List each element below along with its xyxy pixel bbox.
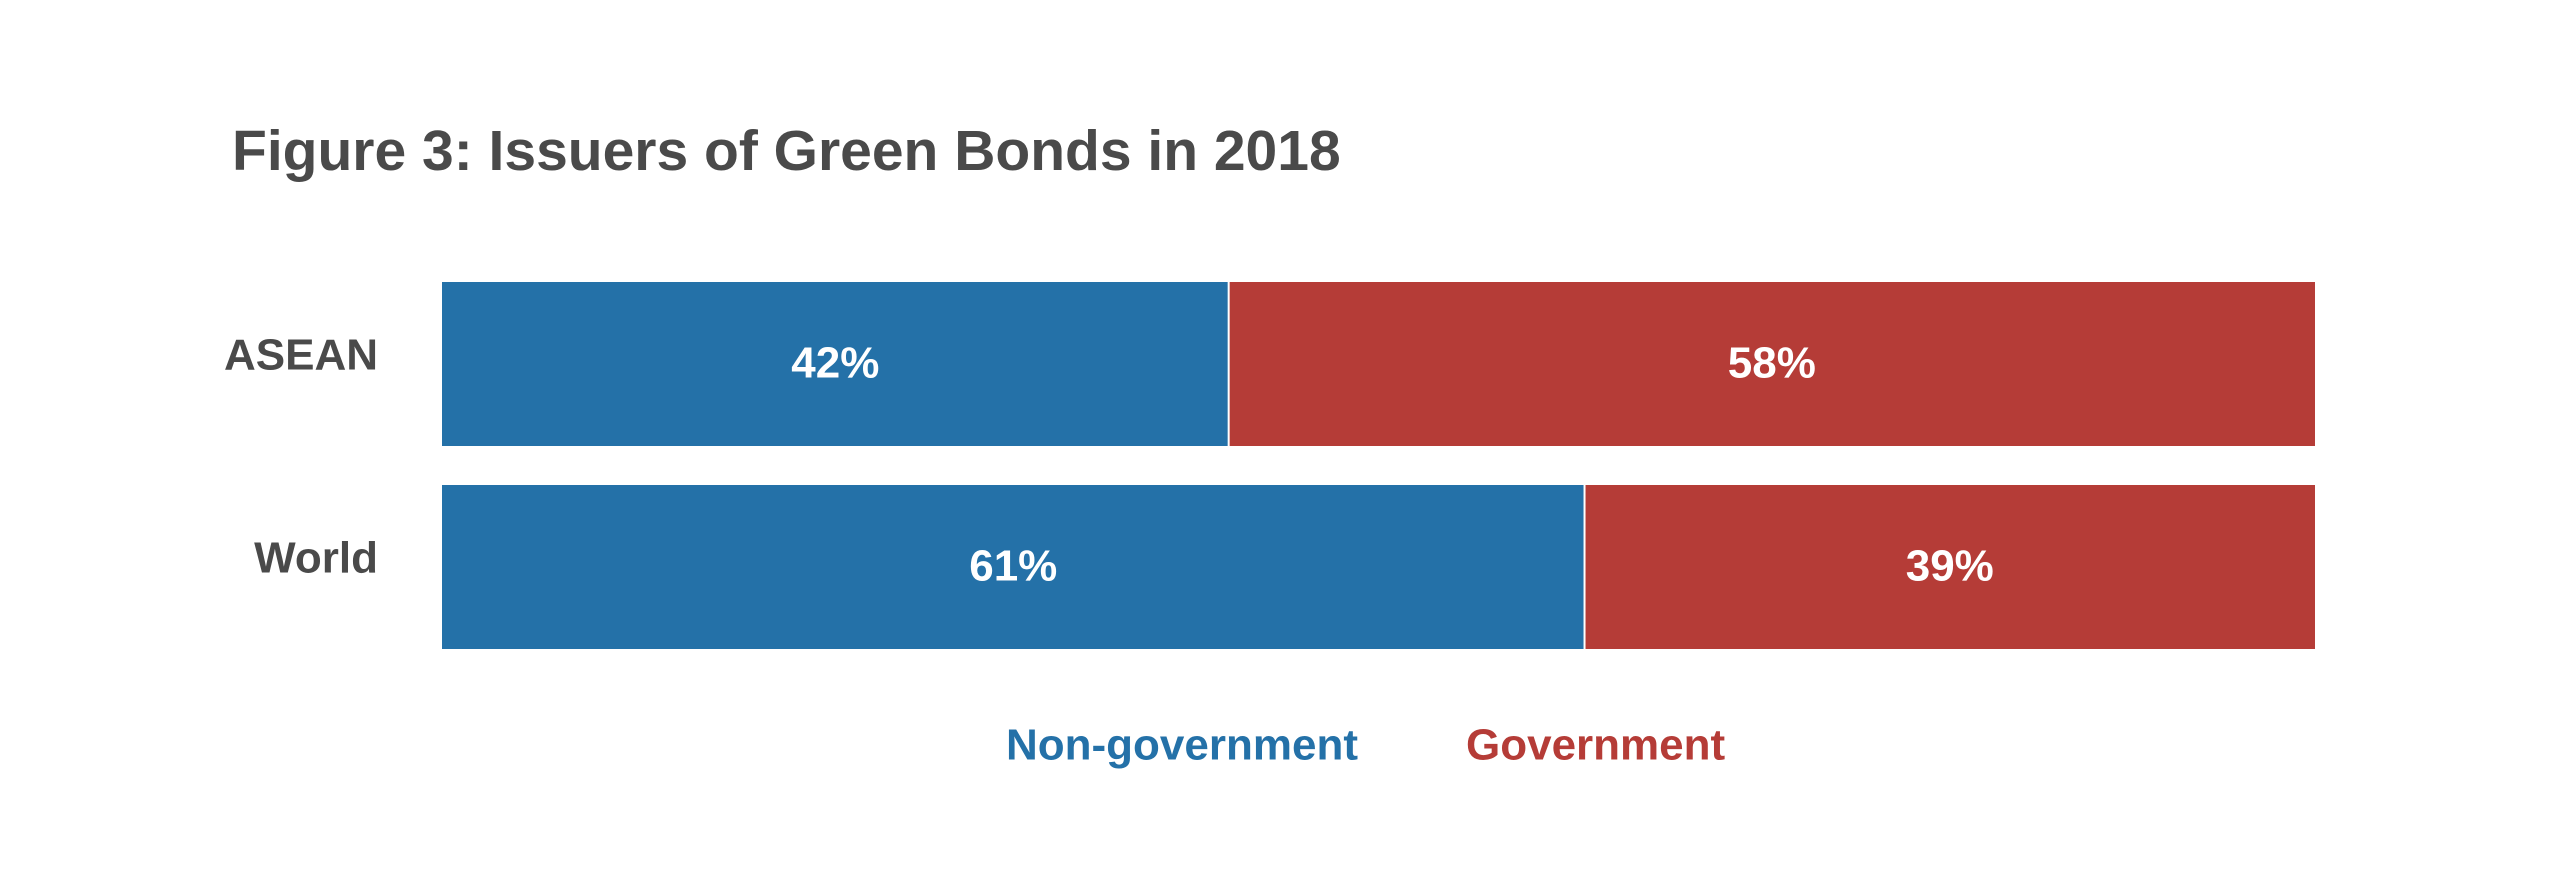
bar-world-government <box>1584 485 2315 649</box>
data-label-world-non-government: 61% <box>969 542 1057 591</box>
chart-title: Figure 3: Issuers of Green Bonds in 2018 <box>232 119 1341 183</box>
bar-asean-non-government <box>442 282 1229 446</box>
legend-item-government: Government <box>1466 721 1726 770</box>
data-label-asean-government: 58% <box>1728 339 1816 388</box>
bar-world-non-government <box>442 485 1585 649</box>
data-label-world-government: 39% <box>1906 542 1994 591</box>
data-label-asean-non-government: 42% <box>791 339 879 388</box>
category-labels-group: ASEAN World <box>224 331 378 583</box>
bar-asean-government <box>1228 282 2315 446</box>
legend: Non-government Government <box>1006 721 1726 770</box>
category-label-world: World <box>254 534 378 583</box>
category-label-asean: ASEAN <box>224 331 378 380</box>
legend-item-non-government: Non-government <box>1006 721 1358 770</box>
bars-group: 42% 58% 61% 39% <box>442 282 2315 649</box>
